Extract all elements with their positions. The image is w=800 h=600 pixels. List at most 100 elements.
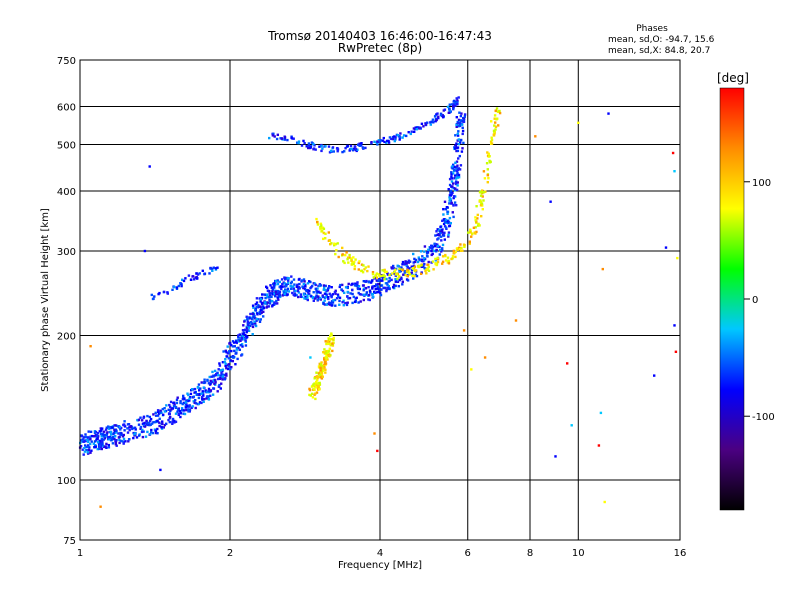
o-echo-point (292, 137, 295, 140)
o-trace-point (315, 295, 318, 299)
o-trace-point (85, 445, 88, 449)
o-echo-point (312, 147, 316, 150)
o-trace-point (197, 402, 201, 406)
x-trace-point (324, 371, 327, 374)
o-trace-point (179, 415, 182, 419)
o-echo-point (401, 136, 404, 139)
o-trace-point (322, 302, 325, 305)
o-trace-point (156, 419, 159, 422)
o-trace-point (453, 201, 457, 204)
x-trace-point (472, 226, 476, 229)
o-trace-point (380, 288, 383, 291)
x-trace-point (329, 334, 332, 338)
o-trace-point (147, 421, 151, 425)
o-trace-point (401, 283, 404, 286)
o-trace-point (459, 141, 462, 144)
o-trace-point (434, 259, 437, 262)
o-echo-point (275, 137, 279, 141)
o-trace-point (184, 406, 187, 409)
x-trace-point (324, 232, 327, 235)
o-trace-point (319, 298, 322, 301)
o-trace-point (375, 283, 378, 286)
o-trace-point (281, 294, 284, 297)
x-trace-point (357, 268, 360, 271)
o-trace-point (297, 295, 300, 299)
o-trace-point (394, 278, 397, 281)
o-trace-point (205, 397, 208, 400)
x-trace-point (481, 189, 484, 192)
o-trace-point (446, 210, 449, 213)
o-trace-point (310, 295, 313, 298)
x-trace-point (469, 228, 472, 231)
x-trace-point (354, 258, 357, 261)
o-trace-point (273, 282, 276, 285)
o-trace-point (107, 438, 110, 441)
o-trace-point (223, 378, 226, 381)
o-trace-point (301, 279, 304, 282)
o-trace-point (187, 408, 190, 411)
o-trace-point (161, 420, 164, 423)
o-trace-point (380, 284, 383, 287)
x-tick-label: 10 (572, 548, 585, 559)
x-trace-point (320, 371, 323, 374)
o-trace-point (457, 167, 460, 170)
x-trace-point (444, 259, 448, 262)
o-trace-point (392, 264, 395, 268)
o-trace-point (454, 147, 457, 150)
o-trace-point (221, 375, 225, 378)
o-trace-point (115, 439, 118, 442)
o-trace-point (447, 235, 450, 238)
o-echo-point (383, 140, 386, 144)
o-trace-point (433, 242, 436, 245)
o-echo-point (390, 137, 393, 141)
x-trace-point (490, 142, 494, 145)
o-trace-point (441, 247, 444, 250)
o-trace-point (241, 335, 245, 338)
o-trace-point (448, 194, 452, 197)
o-trace-point (128, 428, 131, 432)
o-trace-point (102, 438, 105, 441)
o-trace-point (90, 440, 93, 443)
o-trace-point (100, 429, 103, 432)
o-trace-point (251, 333, 254, 336)
x-trace-point (412, 267, 415, 270)
o-echo-point (364, 146, 367, 150)
o-trace-point (107, 425, 110, 428)
o-trace-point (345, 303, 349, 307)
o-trace-point (111, 442, 115, 445)
o-trace-point (245, 326, 249, 330)
o-trace-point (328, 303, 332, 306)
o-trace-point (346, 286, 349, 290)
o-echo-point (321, 147, 324, 150)
x-trace-point (497, 110, 500, 113)
o-trace-point (444, 218, 448, 222)
o-echo-point (324, 145, 327, 148)
o-trace-point (238, 348, 241, 351)
o-trace-point (437, 237, 440, 240)
o-trace-point (438, 253, 441, 256)
y-tick-label: 300 (57, 247, 76, 258)
x-trace-point (420, 264, 423, 267)
o-trace-point (308, 292, 311, 295)
o-trace-point (109, 439, 113, 442)
x-trace-point (460, 246, 463, 250)
x-trace-point (486, 181, 489, 184)
x-trace-point (312, 383, 315, 386)
o-trace-point (181, 402, 184, 406)
x-trace-point (394, 268, 397, 271)
phases-heading: Phases (636, 24, 668, 34)
o-trace-point (137, 423, 141, 426)
o-trace-point (95, 439, 98, 442)
o-trace-point (163, 423, 167, 427)
o-trace-point (460, 138, 463, 142)
o-trace-point (440, 229, 443, 232)
x-trace-point (327, 231, 330, 234)
o-trace-point (250, 316, 253, 319)
x-trace-point (350, 257, 353, 260)
scattered-point (159, 468, 162, 472)
x-trace-point (436, 260, 440, 264)
x-trace-point (490, 138, 494, 142)
scattered-point (676, 256, 679, 260)
o-trace-point (158, 417, 161, 420)
o-trace-point (272, 282, 275, 286)
